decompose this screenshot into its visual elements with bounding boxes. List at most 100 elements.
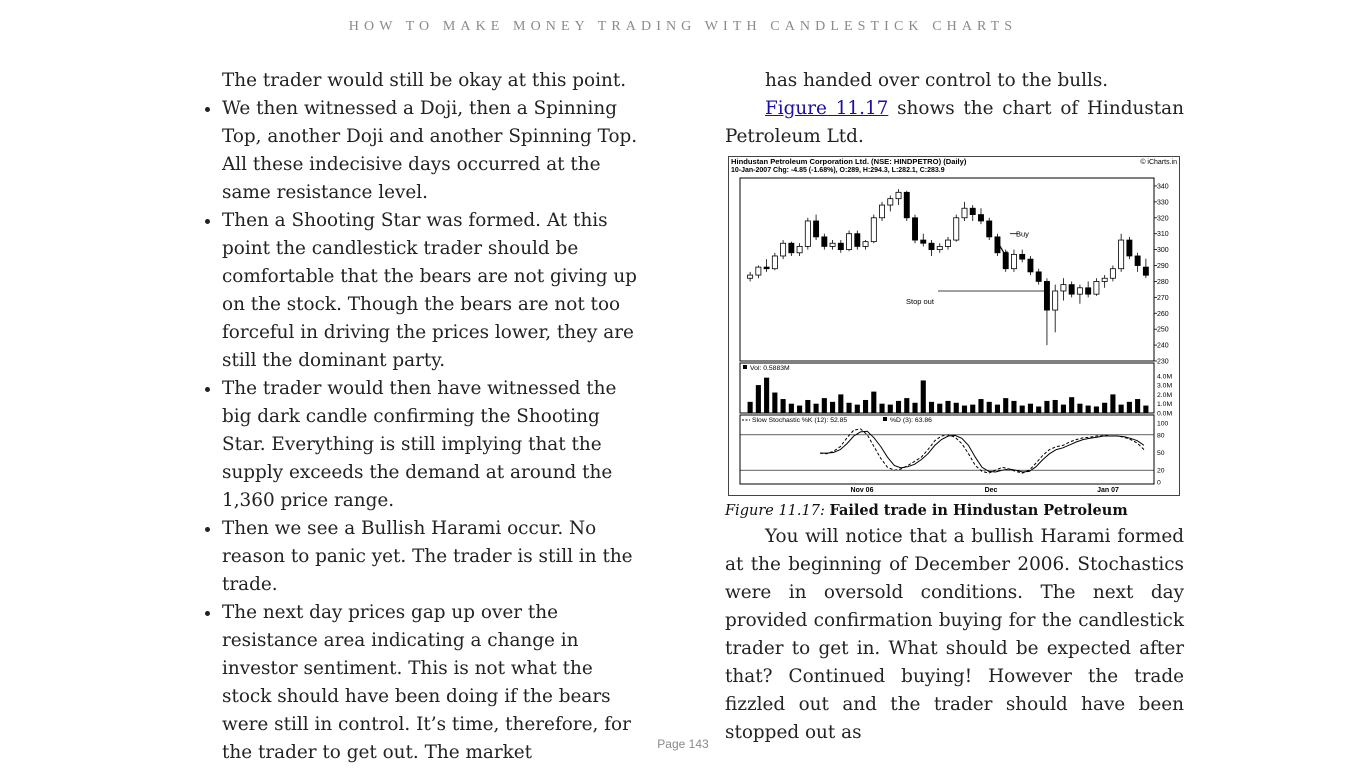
volume-bar xyxy=(871,391,877,413)
x-tick-label: Dec xyxy=(985,487,998,494)
volume-tick-label: 1.0M xyxy=(1157,401,1172,408)
volume-bar xyxy=(961,405,968,413)
candle-body xyxy=(1035,271,1042,282)
volume-bar xyxy=(755,385,761,413)
stochastic-tick-label: 80 xyxy=(1157,432,1165,439)
stop-out-label: Stop out xyxy=(906,297,935,306)
price-panel-frame xyxy=(739,177,1155,362)
price-tick-label: 230 xyxy=(1157,359,1169,366)
volume-bar xyxy=(764,377,770,413)
volume-bar xyxy=(978,399,984,413)
volume-bar xyxy=(788,403,794,413)
stochastic-d-legend: %D (3): 63.86 xyxy=(890,417,932,424)
running-title: HOW TO MAKE MONEY TRADING WITH CANDLESTI… xyxy=(348,19,1018,34)
candle-body xyxy=(821,236,828,247)
price-tick-label: 340 xyxy=(1157,183,1169,190)
volume-tick-label: 2.0M xyxy=(1157,392,1172,399)
candle-body xyxy=(1085,287,1092,295)
price-tick-label: 330 xyxy=(1157,199,1169,206)
volume-bar xyxy=(904,398,910,413)
stochastic-k-legend: Slow Stochastic %K (12): 52.85 xyxy=(752,417,847,424)
candle-body xyxy=(986,220,993,238)
stochastic-tick-label: 0 xyxy=(1157,480,1161,487)
candle-body xyxy=(879,204,885,219)
stochastic-tick-label: 50 xyxy=(1157,450,1165,457)
volume-bar xyxy=(747,401,753,413)
candle-body xyxy=(788,242,795,254)
caption-label: Figure 11.17: xyxy=(725,503,825,519)
list-item: We then witnessed a Doji, then a Spinnin… xyxy=(222,95,640,207)
candle-body xyxy=(1126,239,1133,257)
list-item: Then a Shooting Star was formed. At this… xyxy=(222,207,640,375)
candle-body xyxy=(813,220,820,238)
volume-bar xyxy=(887,404,893,413)
candle-body xyxy=(1060,284,1067,292)
candle-body xyxy=(1142,266,1149,276)
right-column: has handed over control to the bulls. Fi… xyxy=(725,67,1184,747)
candle-body xyxy=(961,207,968,219)
page-number: Page 143 xyxy=(657,737,709,751)
volume-bar xyxy=(970,404,976,413)
volume-bar xyxy=(1143,405,1149,413)
volume-bar xyxy=(1044,400,1050,413)
price-tick-label: 290 xyxy=(1157,263,1169,270)
candle-body xyxy=(1093,281,1100,295)
candle-body xyxy=(978,214,984,222)
volume-bar xyxy=(895,400,902,413)
buy-arrow-head xyxy=(1002,251,1008,260)
volume-tick-label: 3.0M xyxy=(1157,383,1172,390)
candle-body xyxy=(763,266,770,270)
volume-tick-label: 4.0M xyxy=(1157,373,1172,380)
candle-body xyxy=(771,255,778,270)
volume-bar xyxy=(937,403,943,413)
candle-body xyxy=(895,191,902,200)
price-tick-label: 320 xyxy=(1157,215,1169,222)
list-item: Then we see a Bullish Harami occur. No r… xyxy=(222,515,640,599)
price-tick-label: 310 xyxy=(1157,231,1169,238)
volume-bar xyxy=(920,380,926,413)
volume-bar xyxy=(945,400,951,413)
volume-bar xyxy=(1003,398,1009,413)
volume-bar xyxy=(772,392,778,413)
stochastic-tick-label: 100 xyxy=(1157,421,1169,428)
candle-body xyxy=(903,191,910,219)
stochastic-d-legend-swatch xyxy=(883,417,887,421)
candle-body xyxy=(936,246,943,251)
chart-title: Hindustan Petroleum Corporation Ltd. (NS… xyxy=(731,157,967,166)
volume-bar xyxy=(854,404,860,413)
volume-bar xyxy=(986,401,992,413)
paragraph: has handed over control to the bulls. xyxy=(765,70,1109,91)
volume-bar xyxy=(1069,397,1075,413)
volume-bar xyxy=(1019,405,1025,413)
volume-bar xyxy=(838,394,844,413)
volume-bar xyxy=(821,398,827,413)
candle-body xyxy=(829,242,836,247)
volume-bar xyxy=(862,399,869,413)
paragraph: Figure 11.17 shows the chart of Hindusta… xyxy=(725,95,1184,151)
candle-body xyxy=(1052,290,1059,311)
figure-link[interactable]: Figure 11.17 xyxy=(765,98,889,119)
candle-body xyxy=(780,242,787,257)
stochastic-d-line xyxy=(820,430,1145,473)
volume-bar xyxy=(813,403,819,413)
volume-bar xyxy=(1135,399,1141,413)
volume-bar xyxy=(1085,405,1091,413)
candle-body xyxy=(945,239,951,247)
volume-bar xyxy=(1093,406,1099,413)
volume-bar xyxy=(1110,394,1116,413)
volume-bar xyxy=(1077,403,1083,413)
volume-bar xyxy=(928,401,935,413)
candle-body xyxy=(969,207,976,216)
candle-body xyxy=(837,242,844,251)
volume-bar xyxy=(1027,403,1034,413)
volume-bar xyxy=(1011,400,1017,413)
list-item: The trader would then have witnessed the… xyxy=(222,375,640,515)
candle-body xyxy=(1109,268,1116,279)
left-column: The trader would still be okay at this p… xyxy=(200,67,640,767)
candle-body xyxy=(1076,287,1083,295)
chart-subtitle: 10-Jan-2007 Chg: -4.85 (-1.68%), O:289, … xyxy=(731,167,945,174)
candle-body xyxy=(1019,253,1026,260)
candle-body xyxy=(994,236,1001,254)
stochastic-k-line xyxy=(819,428,1145,474)
candle-body xyxy=(1011,253,1017,270)
